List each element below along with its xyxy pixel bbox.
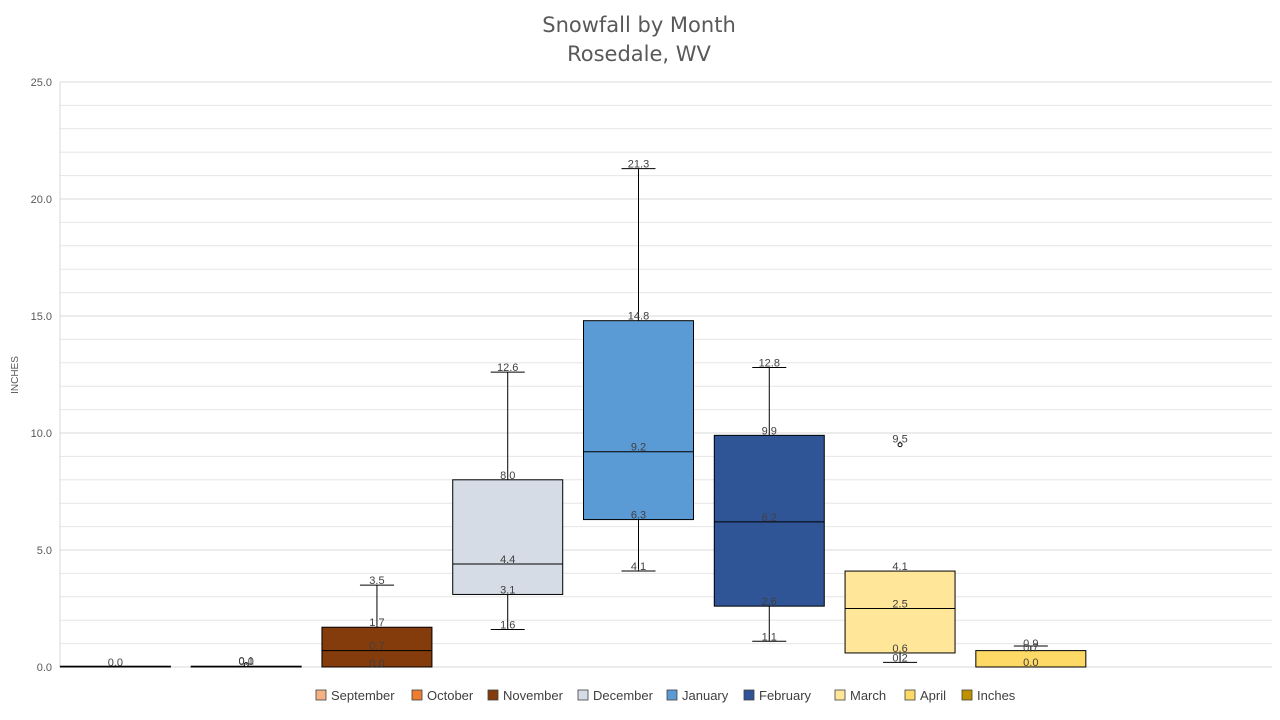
- legend-swatch-december: [577, 689, 589, 701]
- legend-swatch-april: [904, 689, 916, 701]
- outlier-point: [897, 442, 903, 448]
- data-label: 2.6: [762, 596, 777, 608]
- legend-swatch-september: [315, 689, 327, 701]
- data-label: 0.7: [1023, 643, 1038, 655]
- data-label: 0.6: [892, 643, 907, 655]
- legend-swatch-february: [743, 689, 755, 701]
- data-label: 0.1: [239, 656, 254, 668]
- box-plots: 0.0 0.10.03.51.70.70.012.68.04.43.11.621.…: [59, 159, 1087, 670]
- box-plot-february: 12.8 9.9 6.2 2.6 1.1: [713, 357, 825, 643]
- data-label: 9.2: [631, 442, 646, 454]
- y-tick-label: 20.0: [31, 194, 52, 206]
- data-label: 0.0: [239, 656, 254, 668]
- legend-label: April: [920, 688, 946, 703]
- box: [844, 570, 956, 654]
- legend: September October November December January F…: [315, 688, 1016, 703]
- data-label: 6.2: [762, 512, 777, 524]
- box-plot-december: 12.6 8.0 4.4 3.1 1.6: [452, 362, 564, 632]
- data-label: 3.1: [500, 584, 515, 596]
- legend-label: January: [682, 688, 729, 703]
- legend-label: September: [331, 688, 395, 703]
- data-label: 0.9: [1023, 638, 1038, 650]
- data-label: 12.8: [759, 357, 780, 369]
- box-plot-march: 9.5 4.1 2.5 0.60.2: [844, 434, 956, 664]
- legend-swatch-january: [666, 689, 678, 701]
- box-plot-january: 21.3 14.8 9.2 6.3 4.1: [583, 159, 694, 573]
- data-label: 12.6: [497, 362, 518, 374]
- data-label: 0.2: [892, 652, 907, 664]
- box-plot-october: 0.10.0: [190, 656, 302, 668]
- legend-swatch-march: [834, 689, 846, 701]
- data-label: 9.9: [762, 425, 777, 437]
- legend-swatch-inches: [961, 689, 973, 701]
- y-axis-ticks: 0.0 5.0 10.0 15.0 20.0 25.0: [31, 77, 52, 674]
- legend-label: February: [759, 688, 812, 703]
- box-plot-september: 0.0: [59, 657, 171, 669]
- data-label: 6.3: [631, 510, 646, 522]
- data-label: 1.6: [500, 620, 515, 632]
- data-label: 2.5: [892, 599, 907, 611]
- legend-label: December: [593, 688, 654, 703]
- data-label: 9.5: [892, 434, 907, 446]
- box-plot-november: 3.5 1.7 0.7 0.0: [321, 575, 433, 670]
- data-label: 3.5: [369, 575, 384, 587]
- y-tick-label: 25.0: [31, 77, 52, 89]
- y-tick-label: 10.0: [31, 428, 52, 440]
- legend-swatch-october: [411, 689, 423, 701]
- y-tick-label: 0.0: [37, 662, 52, 674]
- legend-label: November: [503, 688, 564, 703]
- data-label: 14.8: [628, 311, 649, 323]
- data-label: 0.0: [108, 657, 123, 669]
- data-label: 21.3: [628, 159, 649, 171]
- box-plot-april: 0.90.7 0.0: [975, 638, 1087, 669]
- data-label: 0.7: [369, 641, 384, 653]
- chart-subtitle: Rosedale, WV: [567, 42, 711, 66]
- data-label: 4.1: [892, 561, 907, 573]
- outlier-point: [243, 662, 249, 668]
- data-label: 0.0: [1023, 657, 1038, 669]
- data-label: 4.1: [631, 561, 646, 573]
- box: [321, 626, 433, 668]
- legend-label: October: [427, 688, 474, 703]
- box: [583, 320, 694, 521]
- y-tick-label: 15.0: [31, 311, 52, 323]
- box: [452, 479, 564, 595]
- box: [713, 434, 825, 607]
- y-tick-label: 5.0: [37, 545, 52, 557]
- data-label: 8.0: [500, 470, 515, 482]
- data-label: 1.7: [369, 617, 384, 629]
- legend-label: March: [850, 688, 886, 703]
- data-label: 4.4: [500, 554, 515, 566]
- data-label: 1.1: [762, 631, 777, 643]
- data-label: 0.0: [369, 658, 384, 670]
- legend-label: Inches: [977, 688, 1016, 703]
- y-axis-label: INCHES: [10, 356, 21, 394]
- chart-title: Snowfall by Month: [542, 13, 736, 37]
- legend-swatch-november: [487, 689, 499, 701]
